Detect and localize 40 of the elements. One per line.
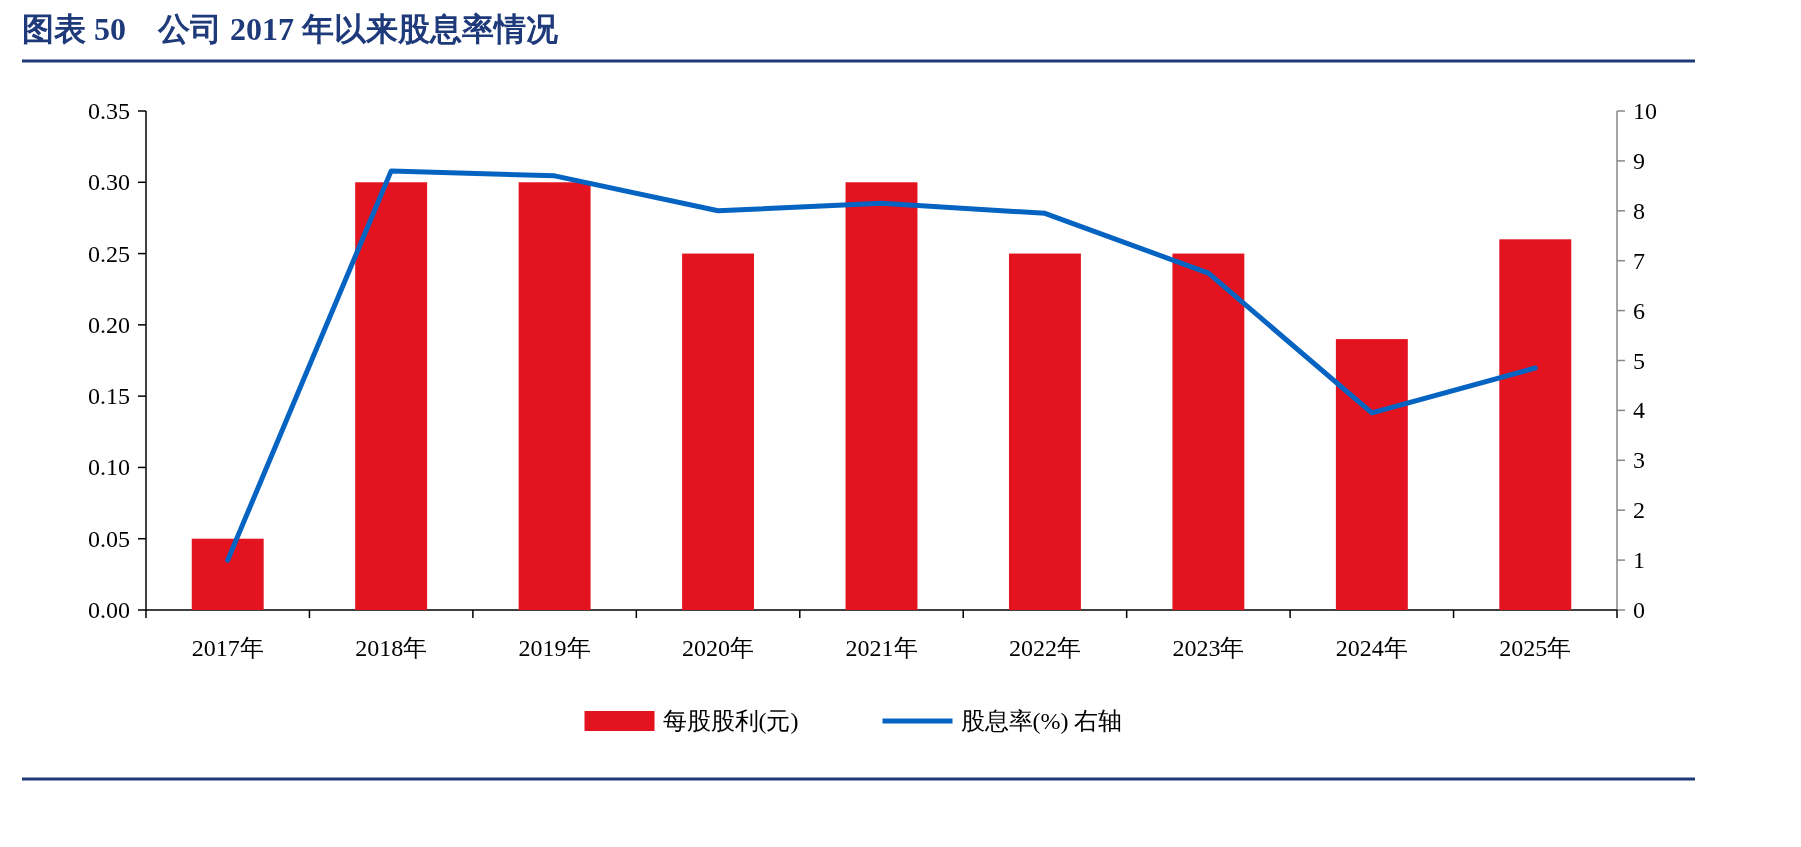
y2-tick-label: 7 — [1633, 247, 1645, 274]
y2-tick-label: 0 — [1633, 597, 1645, 623]
x-tick-label: 2024年 — [1335, 635, 1408, 661]
y-tick-label: 0.05 — [88, 525, 130, 552]
x-tick-label: 2017年 — [191, 635, 264, 661]
x-tick-label: 2018年 — [355, 635, 428, 661]
y2-tick-label: 10 — [1633, 98, 1657, 124]
bar — [1008, 253, 1081, 610]
y2-tick-label: 6 — [1633, 297, 1645, 324]
y-tick-label: 0.30 — [88, 169, 130, 196]
bar — [1172, 253, 1245, 610]
bar — [355, 182, 428, 610]
x-tick-label: 2022年 — [1008, 635, 1081, 661]
bar — [191, 538, 264, 610]
y-tick-label: 0.10 — [88, 454, 130, 481]
y2-tick-label: 3 — [1633, 447, 1645, 474]
y2-tick-label: 9 — [1633, 147, 1645, 174]
bar — [845, 182, 918, 610]
y2-tick-label: 1 — [1633, 547, 1645, 574]
x-tick-label: 2020年 — [682, 635, 755, 661]
y2-tick-label: 5 — [1633, 347, 1645, 374]
y-tick-label: 0.35 — [88, 98, 130, 124]
y-tick-label: 0.20 — [88, 311, 130, 338]
bar — [1499, 239, 1572, 610]
y2-tick-label: 4 — [1633, 397, 1645, 424]
y2-tick-label: 8 — [1633, 197, 1645, 224]
x-tick-label: 2025年 — [1499, 635, 1572, 661]
y-tick-label: 0.00 — [88, 597, 130, 623]
x-tick-label: 2023年 — [1172, 635, 1245, 661]
y-tick-label: 0.15 — [88, 383, 130, 410]
x-tick-label: 2021年 — [845, 635, 918, 661]
bar — [1335, 339, 1408, 610]
bar — [518, 182, 591, 610]
chart-title: 图表 50 公司 2017 年以来股息率情况 — [22, 11, 559, 47]
legend-label: 股息率(%) 右轴 — [960, 708, 1123, 734]
y2-tick-label: 2 — [1633, 497, 1645, 524]
legend-label: 每股股利(元) — [662, 708, 799, 734]
x-tick-label: 2019年 — [518, 635, 591, 661]
bar — [682, 253, 755, 610]
y-tick-label: 0.25 — [88, 240, 130, 267]
